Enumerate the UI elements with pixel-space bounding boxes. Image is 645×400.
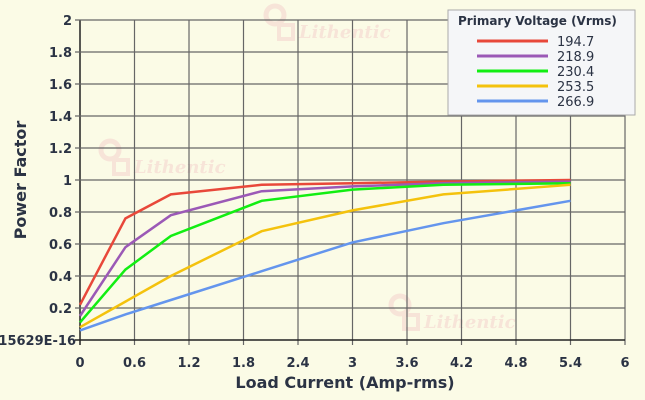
x-tick-label: 1.8 [232, 356, 255, 371]
watermark-text: Lithentic [133, 157, 226, 178]
y-tick-label: 0.4 [49, 270, 72, 285]
watermark-circle [388, 293, 412, 317]
legend: Primary Voltage (Vrms) 194.7218.9230.425… [447, 9, 636, 116]
x-tick-label: 4.2 [450, 356, 473, 371]
y-axis-label: Power Factor [11, 121, 30, 240]
legend-title: Primary Voltage (Vrms) [458, 14, 617, 28]
legend-item: 253.5 [477, 80, 594, 95]
x-tick-label: 0.6 [123, 356, 146, 371]
legend-label: 253.5 [557, 80, 594, 95]
x-tick-label: 0 [75, 356, 84, 371]
watermark-circle [263, 3, 287, 27]
legend-item: 266.9 [477, 95, 594, 110]
y-tick-label: 1.4 [49, 110, 72, 125]
watermark-square [112, 158, 130, 176]
watermark-text: Lithentic [298, 22, 391, 43]
y-tick-label: 1 [63, 174, 72, 189]
x-tick-label: 6 [620, 356, 629, 371]
y-tick-label: 0.2 [49, 302, 72, 317]
legend-label: 230.4 [557, 65, 594, 80]
x-tick-label: 4.8 [504, 356, 527, 371]
grid [75, 19, 626, 345]
series-lines [78, 178, 571, 332]
y-tick-label: 1.2 [49, 142, 72, 157]
watermark-logo: Lithentic [98, 138, 226, 178]
x-tick-label: 5.4 [559, 356, 582, 371]
legend-box [447, 9, 636, 116]
legend-label: 194.7 [557, 35, 594, 50]
x-tick-label: 2.4 [286, 356, 309, 371]
y-tick-label: 0.8 [49, 206, 72, 221]
series-line-266.9 [79, 199, 571, 332]
watermark-text: Lithentic [423, 312, 516, 333]
watermarks: Lithentic Lithentic Lithentic [98, 3, 516, 333]
x-tick-label: 1.2 [177, 356, 200, 371]
y-tick-label: 0.6 [49, 238, 72, 253]
x-tick-label: 3 [348, 356, 357, 371]
tick-labels: 0 0.6 1.2 1.8 2.4 3 3.6 4.2 4.8 5.4 6 15629E-16 0.2 0… [0, 14, 630, 371]
watermark-square [277, 23, 295, 41]
legend-item: 218.9 [477, 50, 594, 65]
legend-item: 230.4 [477, 65, 594, 80]
legend-item: 194.7 [477, 35, 594, 50]
x-axis-label: Load Current (Amp-rms) [235, 373, 454, 392]
watermark-logo: Lithentic [263, 3, 391, 43]
legend-label: 266.9 [557, 95, 594, 110]
x-tick-label: 3.6 [395, 356, 418, 371]
legend-label: 218.9 [557, 50, 594, 65]
watermark-square [402, 313, 420, 331]
y-tick-label: 1.8 [49, 46, 72, 61]
y-tick-label: 1.6 [49, 78, 72, 93]
watermark-logo: Lithentic [388, 293, 516, 333]
y-tick-label: 2 [63, 14, 72, 29]
watermark-circle [98, 138, 122, 162]
y-tick-label: 15629E-16 [0, 334, 76, 349]
